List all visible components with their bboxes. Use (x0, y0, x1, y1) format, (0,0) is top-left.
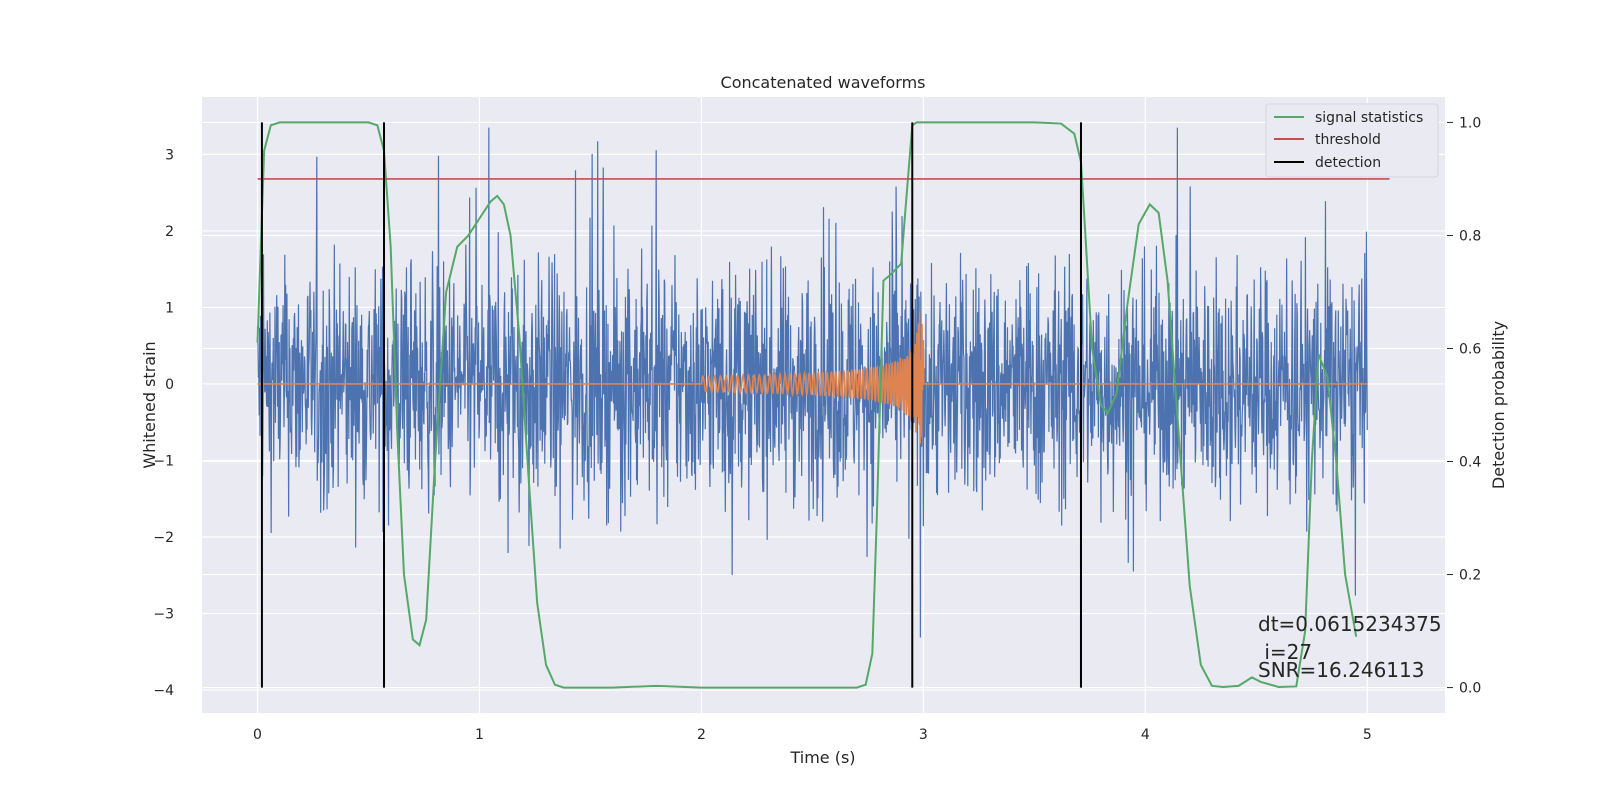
legend-label-threshold: threshold (1315, 132, 1381, 148)
y2-axis-label: Detection probability (1489, 321, 1508, 489)
x-tick-label-1: 1 (475, 727, 484, 743)
y-tick-label-3: −1 (153, 453, 174, 469)
legend-label-signal-statistics: signal statistics (1315, 110, 1423, 126)
legend-label-detection: detection (1315, 155, 1381, 171)
y-axis-label: Whitened strain (140, 341, 159, 468)
signal-statistics-series (256, 121, 1358, 689)
y-tick-label-1: −3 (153, 607, 174, 623)
legend: signal statistics threshold detection (1265, 103, 1439, 178)
legend-box (1265, 103, 1439, 178)
y2-tick-label-4: 0.8 (1459, 228, 1481, 244)
signal-statistics-line (256, 121, 1358, 689)
y-tick-label-0: −4 (153, 683, 174, 699)
y2-tick-label-0: 0.0 (1459, 681, 1481, 697)
y-tick-label-5: 1 (165, 300, 174, 316)
y2-tick-label-2: 0.4 (1459, 455, 1481, 471)
x-tick-label-5: 5 (1363, 727, 1372, 743)
x-axis-label: Time (s) (789, 748, 855, 767)
detection-lines (260, 122, 1082, 688)
y-tick-label-4: 0 (165, 377, 174, 393)
y2-axis-ticks: 0.0 0.2 0.4 0.6 0.8 1.0 (1447, 115, 1481, 697)
y2-tick-label-3: 0.6 (1459, 341, 1481, 357)
y2-tick-label-5: 1.0 (1459, 115, 1481, 131)
y2-tick-label-1: 0.2 (1459, 568, 1481, 584)
annotation-snr: SNR=16.246113 (1258, 658, 1424, 682)
template-series (257, 311, 1368, 444)
y-tick-label-2: −2 (153, 530, 174, 546)
x-tick-label-4: 4 (1141, 727, 1150, 743)
x-axis-ticks: 0 1 2 3 4 5 (253, 727, 1372, 743)
annotation-dt: dt=0.0615234375 (1258, 612, 1442, 636)
y-axis-ticks: −4 −3 −2 −1 0 1 2 3 (153, 147, 174, 699)
annotation: dt=0.0615234375 i=27 SNR=16.246113 (1258, 612, 1442, 682)
y-tick-label-6: 2 (165, 224, 174, 240)
annotation-index: i=27 (1258, 640, 1312, 664)
y-tick-label-7: 3 (165, 147, 174, 163)
x-tick-label-3: 3 (919, 727, 928, 743)
chart-title: Concatenated waveforms (721, 73, 926, 92)
x-tick-label-0: 0 (253, 727, 262, 743)
template-line (257, 311, 1368, 444)
x-tick-label-2: 2 (697, 727, 706, 743)
